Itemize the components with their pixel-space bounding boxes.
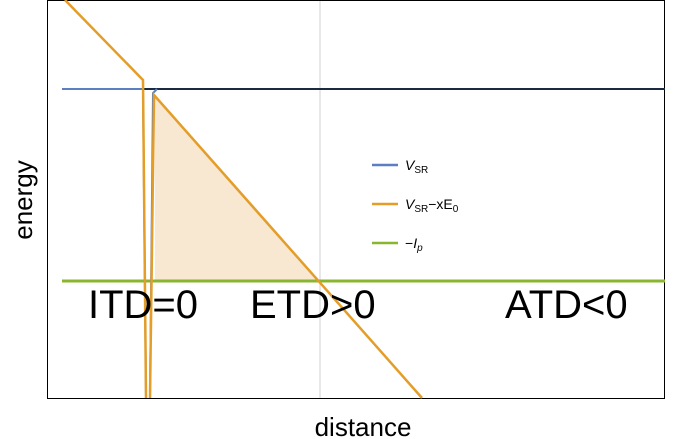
legend-label: −Ip	[405, 235, 423, 254]
annotation: ETD>0	[250, 283, 376, 327]
y-axis-label: energy	[8, 160, 38, 240]
x-axis-label: distance	[315, 412, 412, 439]
plot-frame	[47, 0, 665, 399]
vsr-field-curve	[64, 0, 423, 399]
legend-label: VSR	[405, 157, 428, 176]
annotation: ATD<0	[505, 283, 628, 327]
legend-label: VSR−xE0	[405, 196, 459, 215]
annotation: ITD=0	[88, 283, 198, 327]
